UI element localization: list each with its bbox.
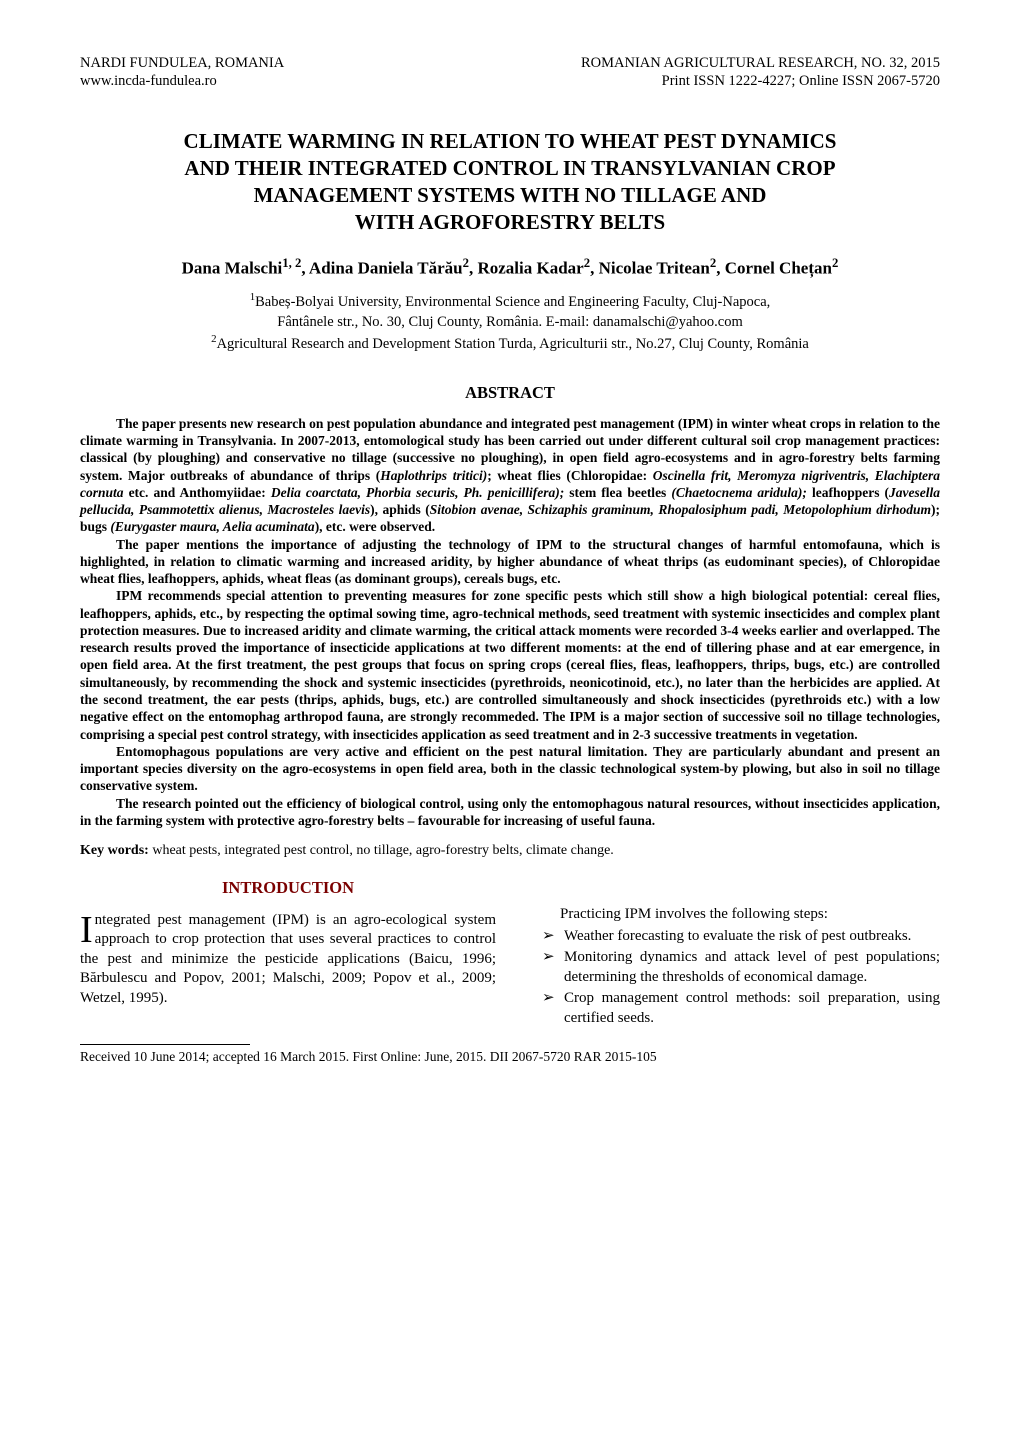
right-column: Practicing IPM involves the following st… <box>524 859 940 1030</box>
author: Dana Malschi <box>182 258 283 277</box>
intro-para: Integrated pest management (IPM) is an a… <box>80 911 496 1009</box>
publisher-name: NARDI FUNDULEA, ROMANIA <box>80 54 284 72</box>
list-item: Weather forecasting to evaluate the risk… <box>542 927 940 947</box>
abstract-para: IPM recommends special attention to prev… <box>80 587 940 742</box>
publisher-url: www.incda-fundulea.ro <box>80 72 284 90</box>
running-header: NARDI FUNDULEA, ROMANIA www.incda-fundul… <box>80 54 940 90</box>
abstract-body: The paper presents new research on pest … <box>80 415 940 829</box>
footnote: Received 10 June 2014; accepted 16 March… <box>80 1049 940 1065</box>
abstract-heading: ABSTRACT <box>80 383 940 403</box>
affiliations: 1Babeș-Bolyai University, Environmental … <box>80 290 940 354</box>
title-line: WITH AGROFORESTRY BELTS <box>80 209 940 236</box>
author-list: Dana Malschi1, 2, Adina Daniela Tărău2, … <box>80 256 940 279</box>
affil-sup: 1, 2 <box>282 256 301 270</box>
keywords: Key words: wheat pests, integrated pest … <box>80 843 940 859</box>
keywords-label: Key words: <box>80 843 149 858</box>
issn-line: Print ISSN 1222-4227; Online ISSN 2067-5… <box>581 72 940 90</box>
author: , Cornel Chețan <box>716 258 832 277</box>
author: , Rozalia Kadar <box>469 258 584 277</box>
title-line: AND THEIR INTEGRATED CONTROL IN TRANSYLV… <box>80 155 940 182</box>
abstract-para: The paper presents new research on pest … <box>80 415 940 536</box>
header-right: ROMANIAN AGRICULTURAL RESEARCH, NO. 32, … <box>581 54 940 90</box>
title-line: CLIMATE WARMING IN RELATION TO WHEAT PES… <box>80 128 940 155</box>
steps-lead: Practicing IPM involves the following st… <box>524 905 940 925</box>
affil-sup: 2 <box>832 256 838 270</box>
keywords-text: wheat pests, integrated pest control, no… <box>149 843 614 858</box>
list-item: Monitoring dynamics and attack level of … <box>542 948 940 987</box>
list-item: Crop management control methods: soil pr… <box>542 989 940 1028</box>
author: , Nicolae Tritean <box>590 258 710 277</box>
affiliation-line: 2Agricultural Research and Development S… <box>80 332 940 354</box>
affiliation-line: 1Babeș-Bolyai University, Environmental … <box>80 290 940 312</box>
left-column: INTRODUCTION Integrated pest management … <box>80 859 496 1030</box>
steps-list: Weather forecasting to evaluate the risk… <box>524 927 940 1029</box>
author: , Adina Daniela Tărău <box>301 258 462 277</box>
abstract-para: The research pointed out the efficiency … <box>80 795 940 830</box>
journal-issue: ROMANIAN AGRICULTURAL RESEARCH, NO. 32, … <box>581 54 940 72</box>
article-title: CLIMATE WARMING IN RELATION TO WHEAT PES… <box>80 128 940 236</box>
affiliation-line: Fântânele str., No. 30, Cluj County, Rom… <box>80 313 940 333</box>
section-heading-introduction: INTRODUCTION <box>80 877 496 898</box>
footnote-rule <box>80 1044 250 1045</box>
title-line: MANAGEMENT SYSTEMS WITH NO TILLAGE AND <box>80 182 940 209</box>
header-left: NARDI FUNDULEA, ROMANIA www.incda-fundul… <box>80 54 284 90</box>
abstract-para: The paper mentions the importance of adj… <box>80 536 940 588</box>
abstract-para: Entomophagous populations are very activ… <box>80 743 940 795</box>
column-spacer <box>524 859 940 905</box>
dropcap: I <box>80 911 95 947</box>
